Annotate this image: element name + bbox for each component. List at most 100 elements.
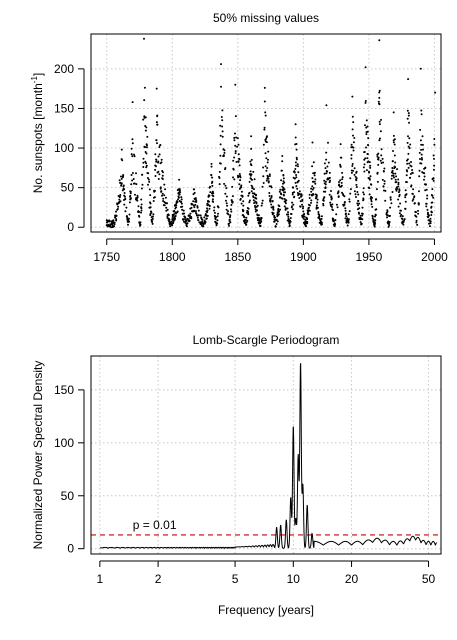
scatter-point [218, 177, 221, 179]
scatter-point [285, 199, 288, 202]
scatter-point [260, 217, 263, 219]
scatter-point [223, 182, 226, 185]
scatter-point [397, 198, 400, 201]
scatter-point [263, 128, 266, 131]
scatter-point [357, 204, 359, 207]
scatter-point [120, 182, 123, 185]
scatter-point [366, 157, 369, 160]
scatter-point [137, 205, 140, 208]
scatter-point [407, 152, 410, 155]
scatter-point [213, 206, 216, 209]
scatter-point [352, 149, 355, 152]
scatter-point [296, 163, 299, 166]
scatter-point [219, 134, 222, 137]
scatter-point [142, 161, 145, 164]
scatter-point [231, 200, 234, 203]
scatter-point [296, 187, 299, 190]
scatter-point [265, 141, 268, 144]
scatter-point [363, 170, 366, 173]
scatter-point [282, 194, 285, 197]
scatter-point [321, 223, 323, 226]
scatter-point [223, 149, 226, 152]
scatter-point [400, 209, 402, 212]
scatter-point [433, 157, 435, 160]
scatter-point [364, 157, 367, 160]
scatter-point [323, 179, 326, 182]
scatter-point [214, 218, 217, 221]
periodogram-y-tick-label: 150 [54, 383, 74, 397]
scatter-point [415, 221, 418, 224]
scatter-point [366, 130, 369, 133]
scatter-point [193, 206, 196, 209]
scatter-point [228, 218, 231, 221]
scatter-point [391, 169, 394, 172]
scatter-point [411, 193, 414, 195]
scatter-point [380, 154, 383, 157]
scatter-point [384, 189, 387, 192]
scatter-point [248, 180, 251, 183]
scatter-point [290, 213, 293, 215]
scatter-point [234, 132, 236, 135]
scatter-point [210, 174, 213, 177]
scatter-point [224, 167, 227, 169]
scatter-point [131, 179, 134, 182]
scatter-point [426, 208, 429, 211]
scatter-point [326, 170, 329, 173]
scatter-point [366, 125, 369, 128]
scatter-point [338, 183, 341, 186]
scatter-point [373, 225, 376, 228]
scatter-point [353, 173, 356, 176]
scatter-point [194, 210, 197, 213]
scatter-point [411, 199, 414, 202]
scatter-point [173, 209, 176, 212]
scatter-point [251, 178, 253, 181]
scatter-point [386, 209, 389, 212]
scatter-point [335, 203, 338, 206]
scatter-point [133, 155, 136, 158]
scatter-point [196, 205, 199, 208]
scatter-point [117, 205, 120, 208]
scatter-point [180, 198, 183, 201]
scatter-point [262, 143, 265, 146]
scatter-point [113, 221, 116, 224]
scatter-point [308, 206, 310, 209]
scatter-point [225, 187, 228, 190]
scatter-point [228, 224, 230, 227]
scatter-point [294, 161, 297, 164]
scatter-point [305, 225, 307, 228]
scatter-point [151, 221, 154, 223]
scatter-point [347, 219, 350, 222]
scatter-point [432, 168, 435, 171]
scatter-point [119, 200, 122, 203]
scatter-point [156, 114, 159, 117]
periodogram-panel: Lomb-Scargle Periodogram p = 0.01 1 2 5 10 2… [31, 333, 442, 617]
scatter-point [406, 141, 409, 144]
scatter-point [329, 201, 332, 204]
scatter-point [260, 218, 262, 221]
scatter-point [188, 214, 191, 217]
scatter-point [260, 220, 263, 223]
scatter-point [255, 201, 258, 204]
scatter-point [138, 211, 141, 213]
scatter-point [293, 171, 296, 174]
scatter-point [131, 142, 134, 145]
scatter-point [297, 171, 300, 174]
scatter-point [190, 217, 193, 220]
scatter-point [347, 218, 350, 221]
scatter-point [380, 148, 383, 151]
scatter-y-tick-label: 150 [54, 101, 74, 115]
scatter-point [395, 175, 398, 178]
scatter-point [325, 172, 328, 175]
scatter-point [311, 188, 314, 191]
scatter-point [269, 200, 272, 203]
scatter-point [129, 192, 132, 195]
scatter-point [388, 224, 391, 227]
scatter-point [403, 218, 406, 221]
scatter-point [208, 205, 211, 207]
scatter-point [370, 200, 373, 203]
scatter-point [410, 184, 413, 187]
scatter-point [152, 200, 155, 202]
scatter-point [337, 195, 340, 198]
scatter-point [216, 215, 219, 218]
